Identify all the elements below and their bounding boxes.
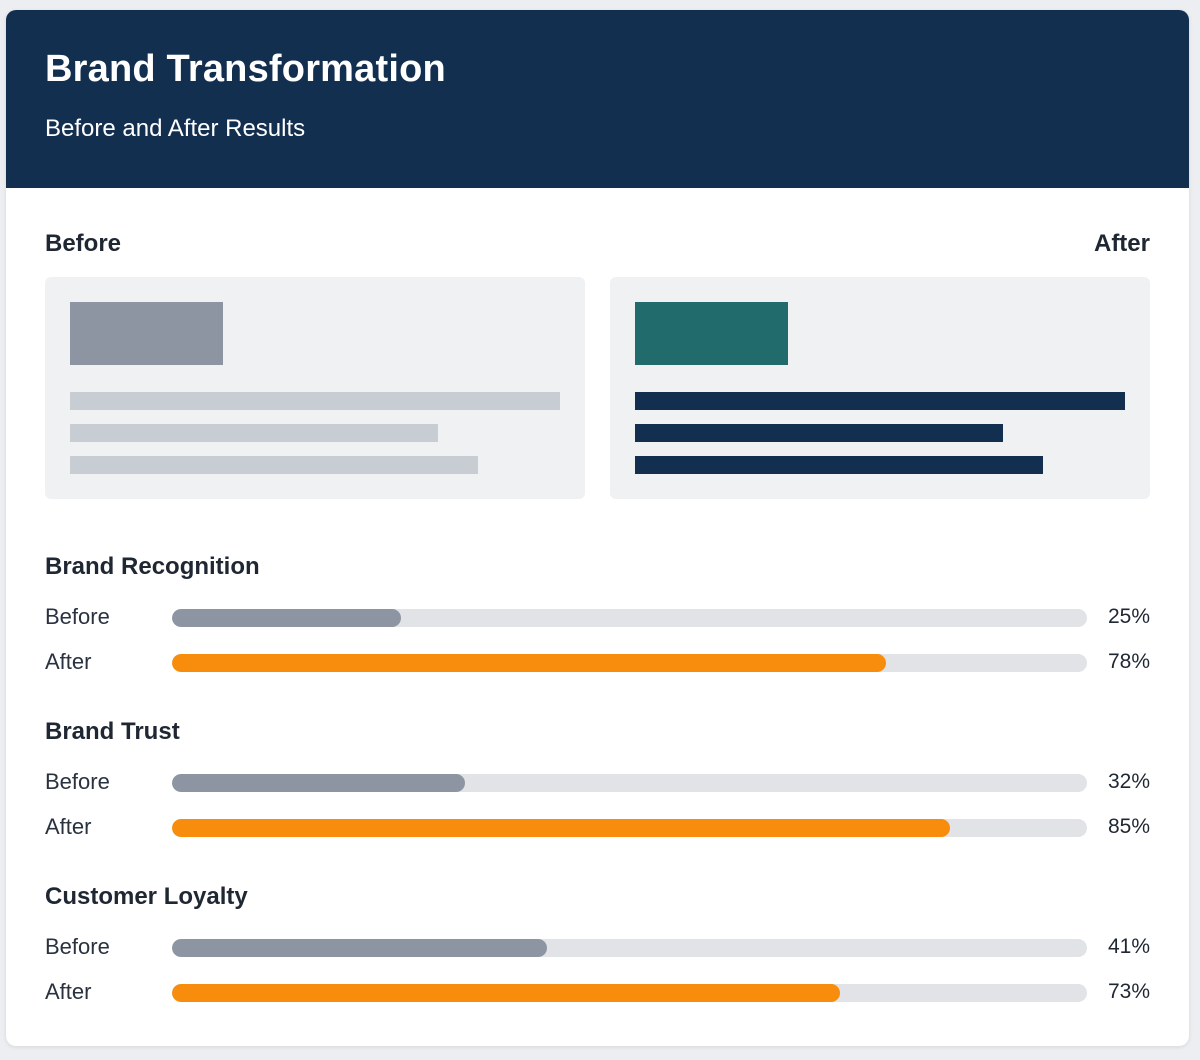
percent-label: 78% xyxy=(1107,650,1150,673)
before-heading: Before xyxy=(45,230,122,257)
page-title: Brand Transformation xyxy=(45,48,446,90)
after-mockup xyxy=(610,277,1150,499)
progress-track xyxy=(172,774,1087,792)
metric-title: Brand Recognition xyxy=(45,553,260,580)
progress-track xyxy=(172,939,1087,957)
row-label-after: After xyxy=(45,814,92,839)
progress-fill-before xyxy=(172,609,401,627)
metric-title: Brand Trust xyxy=(45,718,180,745)
progress-track xyxy=(172,609,1087,627)
progress-fill-after xyxy=(172,984,840,1002)
before-mockup-block xyxy=(70,302,223,365)
before-mockup-line xyxy=(70,392,560,410)
percent-label: 25% xyxy=(1107,605,1150,628)
progress-fill-after xyxy=(172,819,950,837)
after-mockup-line xyxy=(635,456,1043,474)
progress-fill-before xyxy=(172,939,548,957)
after-mockup-line xyxy=(635,424,1003,442)
after-mockup-line xyxy=(635,392,1125,410)
progress-fill-after xyxy=(172,654,886,672)
percent-label: 32% xyxy=(1107,770,1150,793)
before-mockup-line xyxy=(70,424,438,442)
row-label-after: After xyxy=(45,649,92,674)
card-header: Brand Transformation Before and After Re… xyxy=(6,10,1189,188)
before-mockup-line xyxy=(70,456,478,474)
row-label-before: Before xyxy=(45,934,110,959)
after-heading: After xyxy=(1093,230,1150,257)
row-label-before: Before xyxy=(45,604,110,629)
progress-fill-before xyxy=(172,774,465,792)
row-label-before: Before xyxy=(45,769,110,794)
percent-label: 41% xyxy=(1107,935,1150,958)
page-subtitle: Before and After Results xyxy=(45,115,306,142)
row-label-after: After xyxy=(45,979,92,1004)
after-mockup-block xyxy=(635,302,788,365)
percent-label: 85% xyxy=(1107,815,1150,838)
metric-title: Customer Loyalty xyxy=(45,883,248,910)
before-mockup xyxy=(45,277,585,499)
progress-track xyxy=(172,984,1087,1002)
percent-label: 73% xyxy=(1107,980,1150,1003)
progress-track xyxy=(172,819,1087,837)
transformation-card: Brand Transformation Before and After Re… xyxy=(6,10,1189,1046)
progress-track xyxy=(172,654,1087,672)
